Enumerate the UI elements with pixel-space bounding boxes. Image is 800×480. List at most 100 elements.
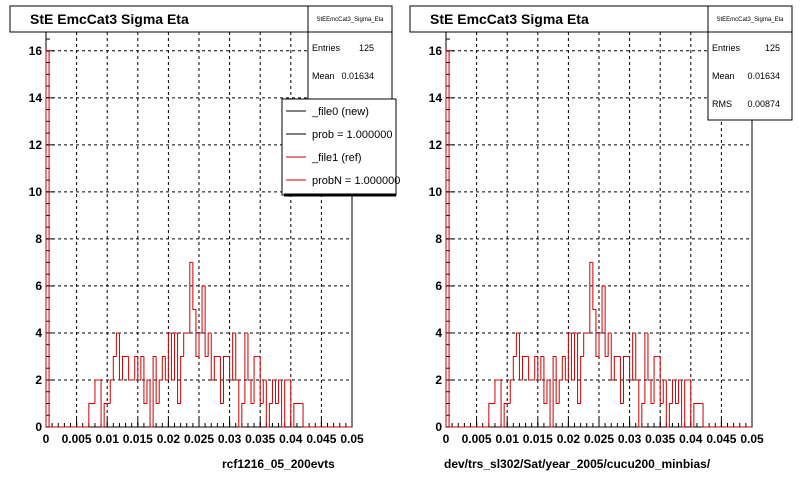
histogram-bin (564, 356, 569, 381)
stats-label-entries: Entries (712, 43, 741, 53)
stats-label-mean: Mean (312, 71, 335, 81)
histogram-bin (201, 285, 206, 333)
histogram-bin (629, 356, 633, 381)
histogram-bin (161, 355, 166, 380)
histogram-bin (488, 402, 492, 427)
x-tick-label: 0.035 (245, 432, 275, 446)
x-tick-label: 0.03 (618, 432, 642, 446)
x-tick-label: 0.04 (279, 432, 303, 446)
stats-value-entries: 125 (359, 43, 374, 53)
histogram-bin (635, 332, 639, 381)
histogram-bin (143, 356, 147, 404)
histogram-bin (112, 355, 117, 380)
stats-label-rms: RMS (712, 99, 732, 109)
histogram-bin (613, 355, 618, 380)
histogram-bin (115, 332, 120, 357)
histogram-bin (164, 356, 169, 381)
histogram-bin (546, 379, 551, 404)
histogram-bin (235, 332, 239, 381)
histogram-bin (684, 379, 688, 427)
stats-value-entries: 125 (765, 43, 780, 53)
y-tick-label: 0 (35, 420, 42, 434)
plot-frame (45, 31, 353, 428)
histogram-plot: 0 0.005 0.01 0.015 0.02 0.025 0.03 0.035 0.04 0.0… (429, 31, 764, 446)
y-tick-label: 10 (29, 185, 43, 199)
histogram-bin (702, 403, 707, 428)
histogram-bin (659, 356, 664, 404)
y-tick-label: 6 (435, 279, 442, 293)
x-tick-label: 0.05 (340, 432, 364, 446)
histogram-bin (278, 379, 282, 404)
histogram-bin (109, 379, 114, 404)
panel-title: StE EmcCat3 Sigma Eta (430, 11, 589, 27)
histogram-bin (134, 355, 138, 380)
histogram-bin (512, 355, 517, 380)
histogram-bin (537, 356, 541, 381)
histogram-bin (146, 379, 151, 404)
histogram-bin (198, 332, 203, 357)
y-tick-label: 10 (429, 185, 443, 199)
y-tick-label: 4 (35, 326, 42, 340)
histogram-bin (192, 262, 196, 310)
histogram-bin (88, 402, 92, 427)
stats-title: StEEmcCat3_Sigma_Eta (716, 17, 784, 23)
histogram-bin (570, 332, 575, 381)
histogram-bin (122, 355, 126, 380)
histogram-bin (195, 309, 199, 357)
histogram-bin (213, 355, 218, 380)
histogram-bin (247, 332, 252, 381)
histogram-bin (293, 402, 297, 427)
stats-value-mean: 0.01634 (341, 71, 374, 81)
x-tick-label: 0.02 (557, 432, 581, 446)
histogram-bin (681, 379, 685, 428)
histogram-bin (549, 379, 554, 428)
histogram-bin (259, 356, 264, 404)
y-tick-label: 4 (435, 326, 442, 340)
histogram-bin (595, 309, 599, 357)
histogram-bin (610, 332, 615, 381)
histogram-bin (281, 379, 285, 428)
y-tick-label: 12 (29, 138, 43, 152)
histogram-bin (253, 355, 258, 404)
histogram-bin (558, 379, 563, 404)
histogram-bin (583, 332, 587, 357)
panel-right: StE EmcCat3 Sigma Eta 0 0.005 0.01 0.015 0.0… (409, 5, 793, 471)
histogram-bin (158, 379, 163, 404)
histogram-bin (137, 356, 141, 381)
histogram-bin (580, 355, 584, 404)
histogram-bin (177, 332, 181, 404)
histogram-bin (589, 261, 593, 333)
histogram-bin (653, 355, 658, 404)
histogram-bin (534, 355, 538, 380)
histogram-bin (671, 379, 676, 404)
histogram-bin (290, 379, 294, 428)
histogram-bin (567, 332, 572, 380)
histogram-bin (561, 355, 566, 380)
x-tick-label: 0.005 (62, 432, 92, 446)
histogram-bin (170, 332, 175, 381)
histogram-bin (690, 379, 694, 428)
histogram-bin (210, 332, 215, 381)
x-tick-label: 0.05 (740, 432, 764, 446)
histogram-bin (515, 332, 520, 357)
histogram-bin (167, 332, 172, 380)
histogram-bin (503, 402, 508, 427)
histogram-bin (543, 356, 547, 404)
y-tick-label: 0 (435, 420, 442, 434)
x-tick-label: 0.035 (645, 432, 675, 446)
legend-label-ref: _file1 (ref) (311, 152, 362, 164)
histogram-bin (540, 355, 544, 380)
histogram-bin (650, 379, 655, 404)
plot-frame (445, 31, 753, 428)
histogram-bin (577, 332, 581, 404)
histogram-bin (693, 402, 697, 427)
stats-box: StEEmcCat3_Sigma_Eta Entries 125 Mean 0.… (707, 5, 793, 121)
histogram-bin (219, 356, 224, 404)
histogram-bin (518, 332, 523, 381)
y-tick-label: 6 (35, 279, 42, 293)
x-tick-label: 0.025 (184, 432, 214, 446)
histogram-bin (638, 379, 642, 428)
x-tick-label: 0.01 (496, 432, 520, 446)
histogram-bin (574, 332, 578, 380)
